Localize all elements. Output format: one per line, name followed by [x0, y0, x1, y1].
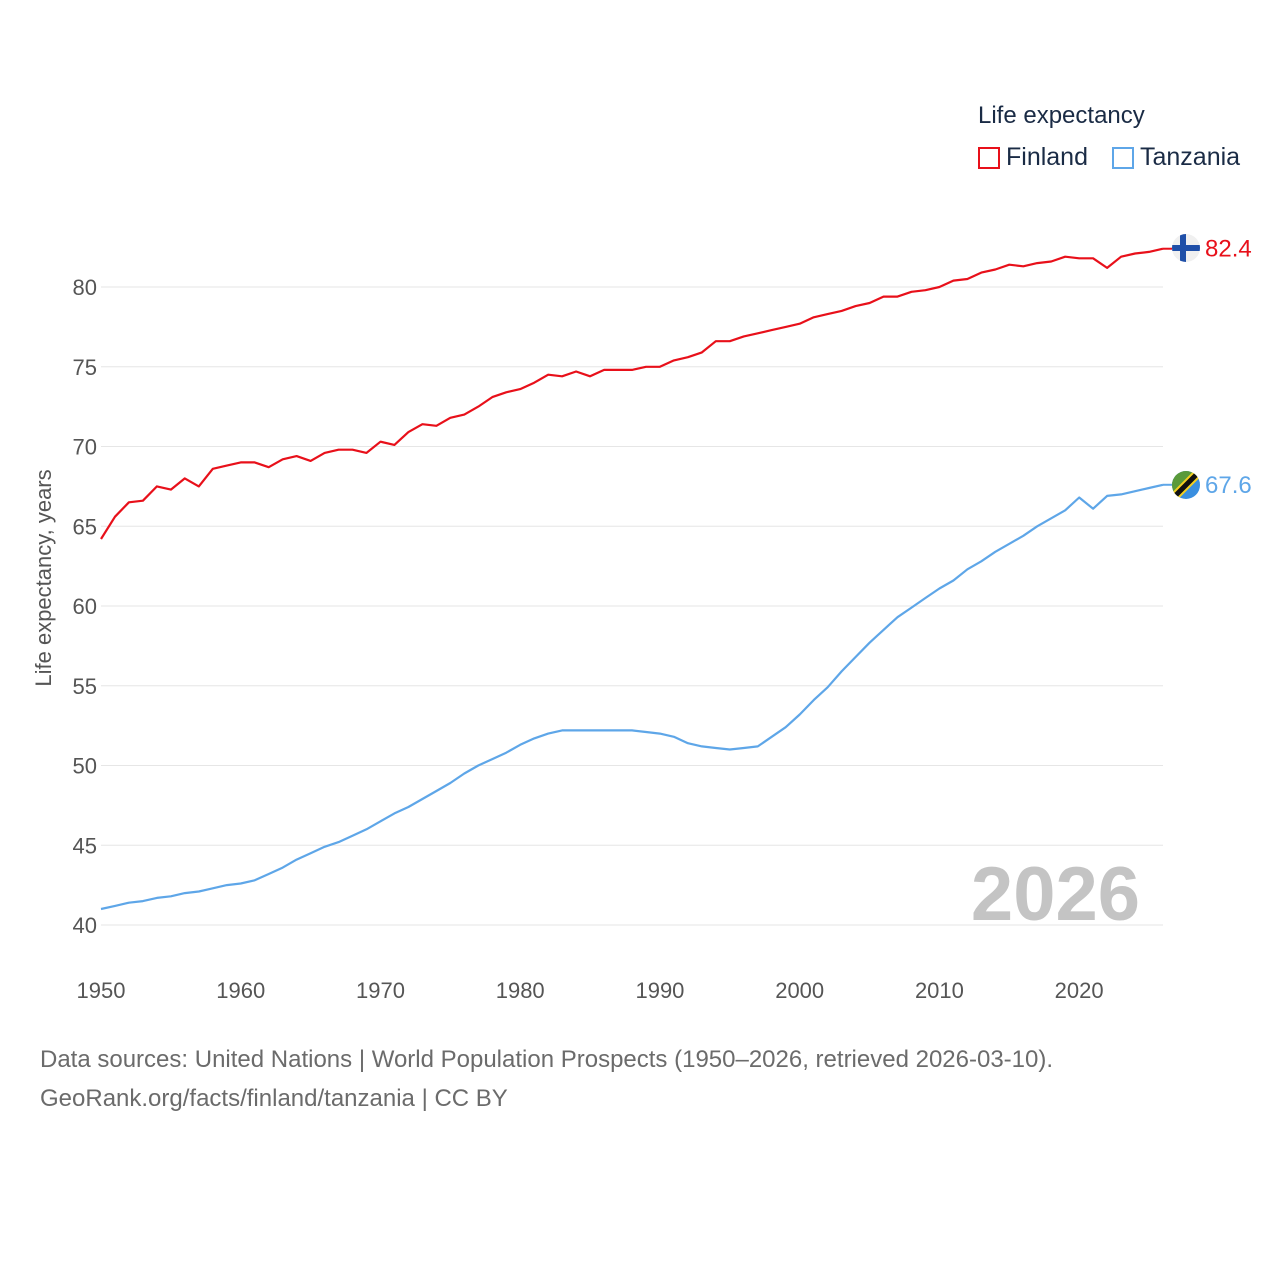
y-tick-label: 80	[73, 275, 97, 300]
y-tick-label: 60	[73, 594, 97, 619]
y-tick-label: 45	[73, 833, 97, 858]
legend-label-finland: Finland	[1006, 143, 1088, 171]
end-label-tanzania: 67.6	[1205, 472, 1252, 499]
x-tick-label: 1960	[216, 978, 265, 1003]
x-tick-label: 1990	[635, 978, 684, 1003]
source-line-2[interactable]: GeoRank.org/facts/finland/tanzania | CC …	[40, 1085, 508, 1112]
y-tick-label: 65	[73, 514, 97, 539]
legend-swatch-finland	[978, 146, 1000, 169]
y-tick-label: 55	[73, 674, 97, 699]
y-tick-label: 40	[73, 913, 97, 938]
y-axis-ticks: 40 45 50 55 60 65 70 75 80	[73, 275, 97, 938]
series-end-labels: 82.4 67.6	[1205, 236, 1252, 499]
x-tick-label: 1950	[77, 978, 126, 1003]
series-end-markers	[1172, 234, 1200, 499]
source-line-1: Data sources: United Nations | World Pop…	[40, 1046, 1054, 1073]
y-tick-label: 70	[73, 435, 97, 460]
x-tick-label: 2010	[915, 978, 964, 1003]
x-axis-ticks: 1950 1960 1970 1980 1990 2000 2010 2020	[77, 978, 1104, 1003]
x-tick-label: 1980	[496, 978, 545, 1003]
series-lines	[100, 247, 1172, 911]
legend-label-tanzania: Tanzania	[1140, 143, 1241, 171]
series-line-finland	[100, 247, 1164, 540]
grid-lines	[101, 286, 1163, 926]
tanzania-flag-icon	[1172, 471, 1200, 499]
series-line-tanzania	[100, 483, 1164, 911]
y-tick-label: 50	[73, 754, 97, 779]
x-tick-label: 2020	[1055, 978, 1104, 1003]
legend-swatch-tanzania	[1112, 146, 1134, 169]
legend-title: Life expectancy	[978, 102, 1145, 129]
legend-item-finland[interactable]: Finland	[978, 143, 1088, 172]
x-tick-label: 1970	[356, 978, 405, 1003]
end-label-finland: 82.4	[1205, 236, 1252, 263]
y-tick-label: 75	[73, 355, 97, 380]
y-axis-label: Life expectancy, years	[31, 469, 56, 686]
x-tick-label: 2000	[775, 978, 824, 1003]
finland-flag-icon	[1172, 234, 1200, 262]
legend-item-tanzania[interactable]: Tanzania	[1112, 143, 1240, 172]
year-watermark: 2026	[971, 852, 1140, 937]
